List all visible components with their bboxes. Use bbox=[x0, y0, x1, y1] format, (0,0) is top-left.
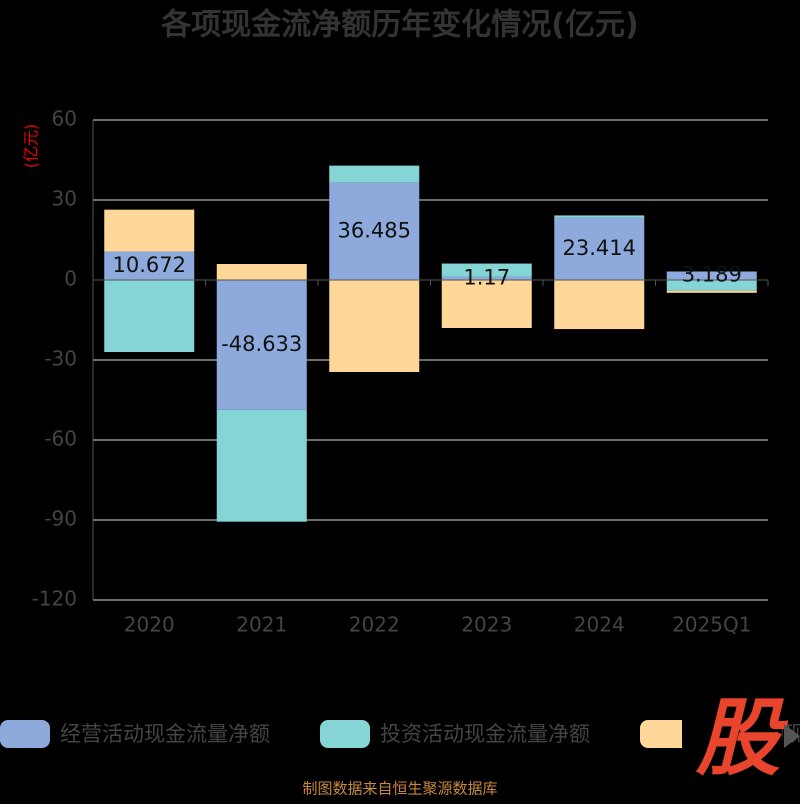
y-tick-label: -90 bbox=[44, 507, 77, 531]
y-tick-label: 30 bbox=[52, 187, 77, 211]
legend-arrow bbox=[784, 724, 800, 748]
x-tick-label: 2022 bbox=[349, 613, 400, 637]
x-tick-label: 2020 bbox=[124, 613, 175, 637]
bar-segment bbox=[329, 182, 420, 280]
legend-swatch bbox=[320, 720, 370, 748]
y-tick-label: 0 bbox=[64, 267, 77, 291]
watermark-bg bbox=[682, 705, 782, 785]
x-tick-label: 2021 bbox=[236, 613, 287, 637]
y-tick-label: 60 bbox=[52, 107, 77, 131]
bar-segment bbox=[441, 276, 532, 280]
chart-title: 各项现金流净额历年变化情况(亿元) bbox=[160, 8, 638, 43]
bar-segment bbox=[666, 271, 757, 280]
legend-swatch bbox=[0, 720, 50, 748]
bar-segment bbox=[104, 251, 195, 280]
value-label: 36.485 bbox=[338, 218, 411, 242]
bar-segment bbox=[554, 215, 645, 218]
bar-segment bbox=[216, 409, 307, 522]
bar-segment bbox=[441, 280, 532, 328]
bar-segment bbox=[216, 280, 307, 410]
bar-segment bbox=[554, 280, 645, 330]
y-axis-label: (亿元) bbox=[22, 124, 41, 169]
value-label: 1.17 bbox=[463, 265, 510, 289]
bar-segment bbox=[104, 280, 195, 352]
value-label: -48.633 bbox=[221, 332, 302, 356]
value-label: 23.414 bbox=[563, 236, 636, 260]
bar-segment bbox=[441, 263, 532, 277]
legend-label: 投资活动现金流量净额 bbox=[380, 722, 590, 746]
y-tick-label: -30 bbox=[44, 347, 77, 371]
source-note: 制图数据来自恒生聚源数据库 bbox=[302, 780, 497, 798]
bar-segment bbox=[329, 280, 420, 372]
legend-label: 经营活动现金流量净额 bbox=[60, 722, 270, 746]
x-tick-label: 2024 bbox=[574, 613, 625, 637]
legend-swatch bbox=[640, 720, 690, 748]
bar-segment bbox=[554, 217, 645, 280]
value-label: 3.189 bbox=[682, 263, 742, 287]
value-label: 10.672 bbox=[113, 253, 186, 277]
x-tick-label: 2025Q1 bbox=[672, 613, 751, 637]
y-tick-label: -120 bbox=[32, 587, 77, 611]
x-tick-label: 2023 bbox=[461, 613, 512, 637]
bar-segment bbox=[666, 280, 757, 291]
bar-segment bbox=[666, 290, 757, 293]
bar-segment bbox=[216, 264, 307, 280]
bar-segment bbox=[104, 209, 195, 252]
y-tick-label: -60 bbox=[44, 427, 77, 451]
watermark: 股 bbox=[695, 689, 789, 787]
bar-segment bbox=[329, 165, 420, 183]
